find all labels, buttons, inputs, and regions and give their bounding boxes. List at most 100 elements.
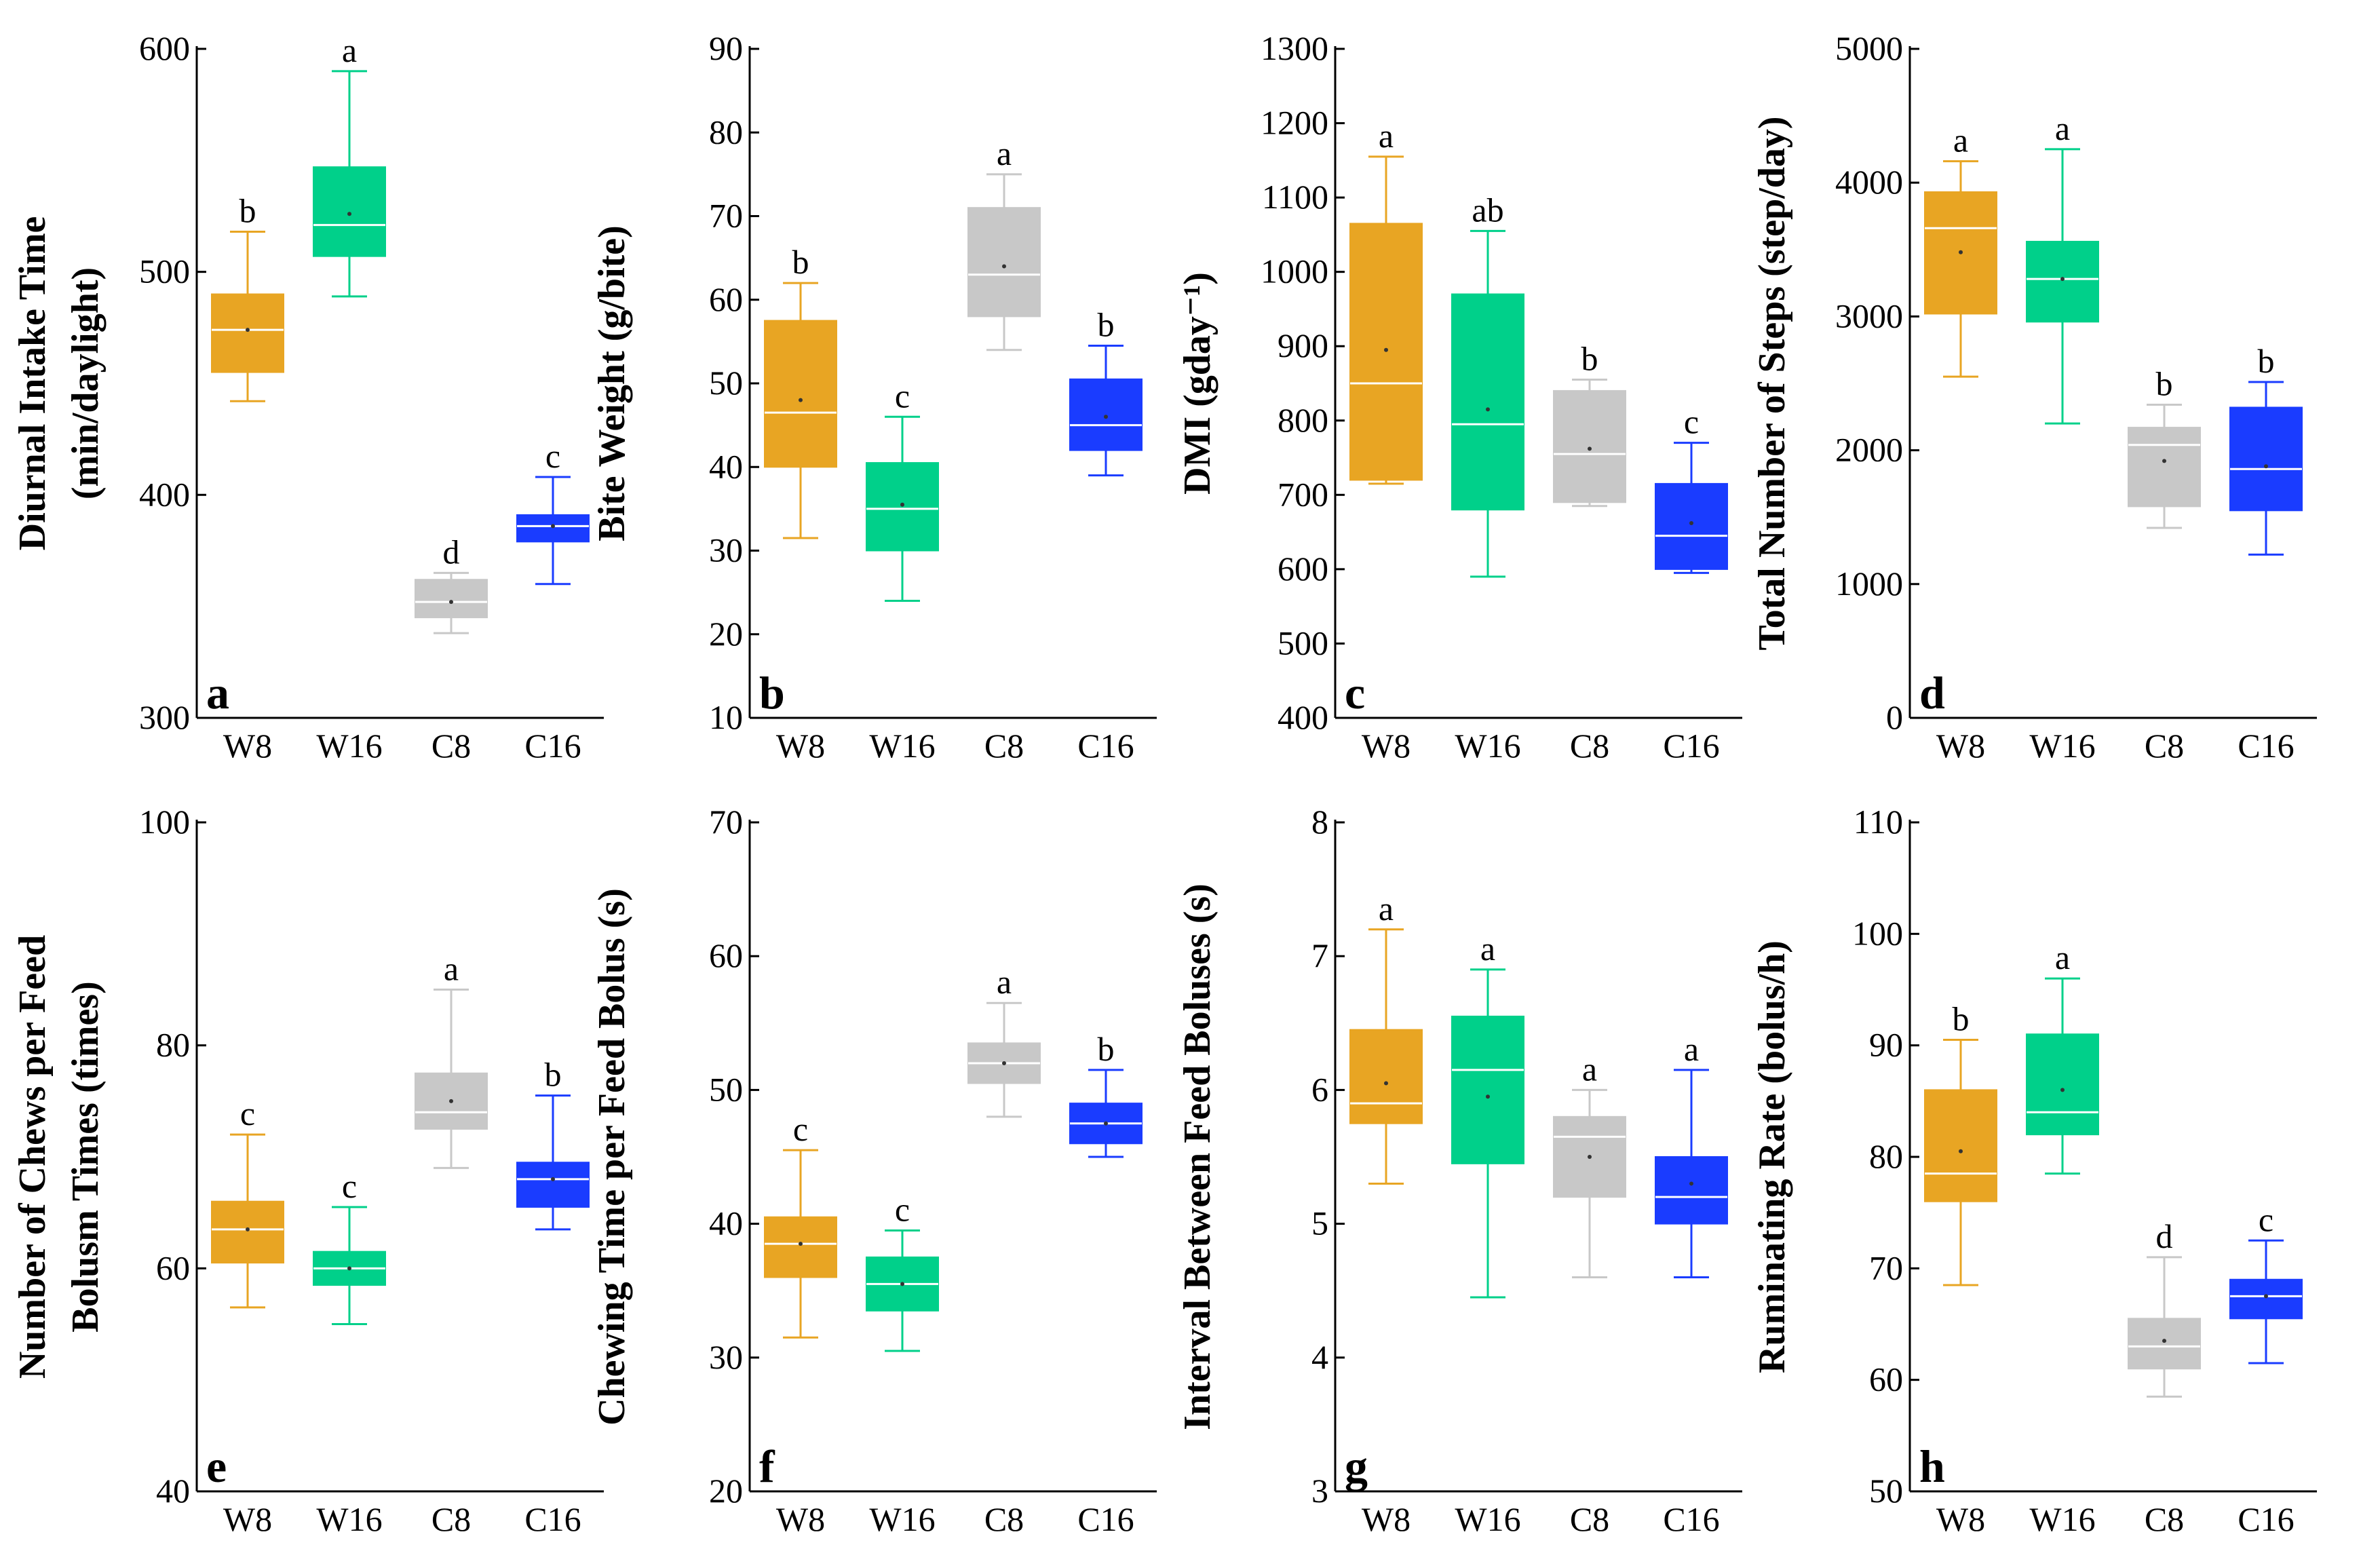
x-tick-label: W8 bbox=[1362, 1500, 1410, 1538]
mean-marker bbox=[1104, 1121, 1108, 1126]
significance-letter: b bbox=[2258, 342, 2275, 380]
panel-e-y-tick-label: 80 bbox=[156, 1026, 190, 1064]
x-tick-label: C8 bbox=[431, 727, 471, 765]
panel-e: 40 60 80 100 Number of Chews per Feed Bolusm … bbox=[12, 803, 604, 1538]
mean-marker bbox=[1104, 415, 1108, 419]
significance-letter: a bbox=[1480, 930, 1495, 968]
x-tick-label: C8 bbox=[1570, 727, 1609, 765]
panel-h-y-tick-label: 50 bbox=[1869, 1472, 1903, 1510]
x-tick-label: W8 bbox=[776, 1500, 825, 1538]
x-tick-label: W16 bbox=[316, 727, 382, 765]
mean-marker bbox=[246, 1227, 250, 1231]
mean-marker bbox=[449, 600, 453, 605]
panel-d-y-tick-label: 2000 bbox=[1835, 431, 1903, 469]
panel-b-panel-letter: b bbox=[759, 667, 785, 719]
x-tick-label: C16 bbox=[1077, 727, 1134, 765]
panel-b-y-tick-label: 30 bbox=[709, 531, 743, 569]
mean-marker bbox=[1689, 1181, 1693, 1186]
mean-marker bbox=[1486, 407, 1490, 412]
panel-h-y-tick-label: 80 bbox=[1869, 1137, 1903, 1175]
mean-marker bbox=[347, 1266, 351, 1271]
panel-d-box-w8: a W8 bbox=[1924, 121, 1997, 765]
significance-letter: a bbox=[2055, 109, 2070, 147]
panel-c-y-tick-label: 1000 bbox=[1261, 252, 1328, 290]
x-tick-label: C16 bbox=[1663, 727, 1719, 765]
significance-letter: c bbox=[342, 1167, 357, 1205]
panel-g-panel-letter: g bbox=[1345, 1440, 1368, 1492]
panel-e-box-c8: a C8 bbox=[415, 950, 488, 1538]
panel-f-y-tick-label: 70 bbox=[709, 803, 743, 841]
panel-g-box-w16: a W16 bbox=[1451, 930, 1524, 1538]
mean-marker bbox=[347, 212, 351, 216]
panel-a-box-w8: b W8 bbox=[211, 192, 284, 765]
panel-a-panel-letter: a bbox=[206, 667, 229, 719]
significance-letter: b bbox=[1098, 306, 1115, 344]
panel-b-y-tick-label: 50 bbox=[709, 364, 743, 402]
iqr-box bbox=[211, 293, 284, 373]
panel-a: 300 400 500 600 Diurnal Intake Time (min/dayl… bbox=[12, 29, 604, 765]
x-tick-label: W8 bbox=[1362, 727, 1410, 765]
panel-c-box-w16: ab W16 bbox=[1451, 191, 1524, 765]
panel-d-y-tick-label: 5000 bbox=[1835, 29, 1903, 67]
x-tick-label: C8 bbox=[2145, 727, 2184, 765]
iqr-box bbox=[1655, 482, 1728, 570]
panel-f-y-tick-label: 60 bbox=[709, 936, 743, 974]
panel-b-box-c8: a C8 bbox=[967, 134, 1041, 765]
panel-h-box-c8: d C8 bbox=[2128, 1217, 2201, 1538]
iqr-box bbox=[866, 462, 939, 552]
panel-c-y-axis-title: DMI (gday⁻¹) bbox=[1176, 272, 1218, 495]
panel-h-y-tick-label: 100 bbox=[1852, 914, 1903, 952]
mean-marker bbox=[900, 1282, 904, 1286]
mean-marker bbox=[1959, 250, 1963, 254]
panel-e-y-axis-title: Number of Chews per Feed bbox=[12, 935, 54, 1379]
panel-a-y-tick-label: 300 bbox=[139, 698, 190, 736]
iqr-box bbox=[516, 514, 590, 543]
mean-marker bbox=[1384, 1081, 1388, 1086]
mean-marker bbox=[1002, 264, 1006, 269]
x-tick-label: C8 bbox=[1570, 1500, 1609, 1538]
panel-a-y-tick-label: 600 bbox=[139, 29, 190, 67]
panel-c-y-tick-label: 800 bbox=[1278, 401, 1328, 439]
significance-letter: c bbox=[2259, 1200, 2273, 1238]
panel-f-box-w16: c W16 bbox=[866, 1190, 939, 1538]
panel-h-y-axis-title: Ruminating Rate (bolus/h) bbox=[1751, 940, 1793, 1373]
panel-h: 50 60 70 80 90 100 110 Ruminating Rate (bolus/h… bbox=[1751, 803, 2317, 1538]
panel-d-y-axis-title: Total Number of Steps (step/day) bbox=[1751, 116, 1793, 650]
panel-b-y-tick-label: 90 bbox=[709, 29, 743, 67]
x-tick-label: C16 bbox=[2238, 1500, 2294, 1538]
panel-h-y-tick-label: 60 bbox=[1869, 1360, 1903, 1398]
panel-g: 3 4 5 6 7 8 Interval Between Feed Boluses (s) g… bbox=[1176, 803, 1742, 1538]
panel-g-box-w8: a W8 bbox=[1349, 890, 1423, 1538]
panel-g-y-tick-label: 6 bbox=[1311, 1070, 1328, 1108]
panel-b-box-c16: b C16 bbox=[1069, 306, 1143, 765]
iqr-box bbox=[1655, 1156, 1728, 1225]
mean-marker bbox=[2264, 464, 2268, 469]
significance-letter: a bbox=[997, 134, 1012, 172]
panel-g-y-tick-label: 8 bbox=[1311, 803, 1328, 841]
panel-f-y-tick-label: 40 bbox=[709, 1204, 743, 1242]
iqr-box bbox=[764, 1216, 837, 1278]
x-tick-label: C16 bbox=[1077, 1500, 1134, 1538]
panel-c-y-tick-label: 1200 bbox=[1261, 104, 1328, 142]
panel-f-panel-letter: f bbox=[759, 1440, 775, 1492]
panel-d-panel-letter: d bbox=[1919, 667, 1945, 719]
panel-c-y-tick-label: 400 bbox=[1278, 698, 1328, 736]
panel-c-y-tick-label: 900 bbox=[1278, 326, 1328, 364]
panel-d-box-c16: b C16 bbox=[2229, 342, 2303, 765]
panel-c-panel-letter: c bbox=[1345, 667, 1365, 719]
mean-marker bbox=[2060, 1088, 2065, 1092]
x-tick-label: C8 bbox=[984, 1500, 1024, 1538]
significance-letter: a bbox=[1379, 117, 1394, 155]
panel-d-y-tick-label: 1000 bbox=[1835, 565, 1903, 603]
significance-letter: c bbox=[545, 437, 560, 475]
x-tick-label: W8 bbox=[776, 727, 825, 765]
panel-e-y-tick-label: 60 bbox=[156, 1248, 190, 1286]
panel-f-y-axis-title: Chewing Time per Feed Bolus (s) bbox=[591, 888, 633, 1426]
iqr-box bbox=[1451, 1015, 1524, 1164]
mean-marker bbox=[900, 502, 904, 507]
panel-e-panel-letter: e bbox=[206, 1440, 227, 1492]
panel-g-y-tick-label: 7 bbox=[1311, 936, 1328, 974]
significance-letter: b bbox=[239, 192, 256, 230]
panel-d-box-w16: a W16 bbox=[2026, 109, 2099, 765]
mean-marker bbox=[2162, 1339, 2166, 1343]
